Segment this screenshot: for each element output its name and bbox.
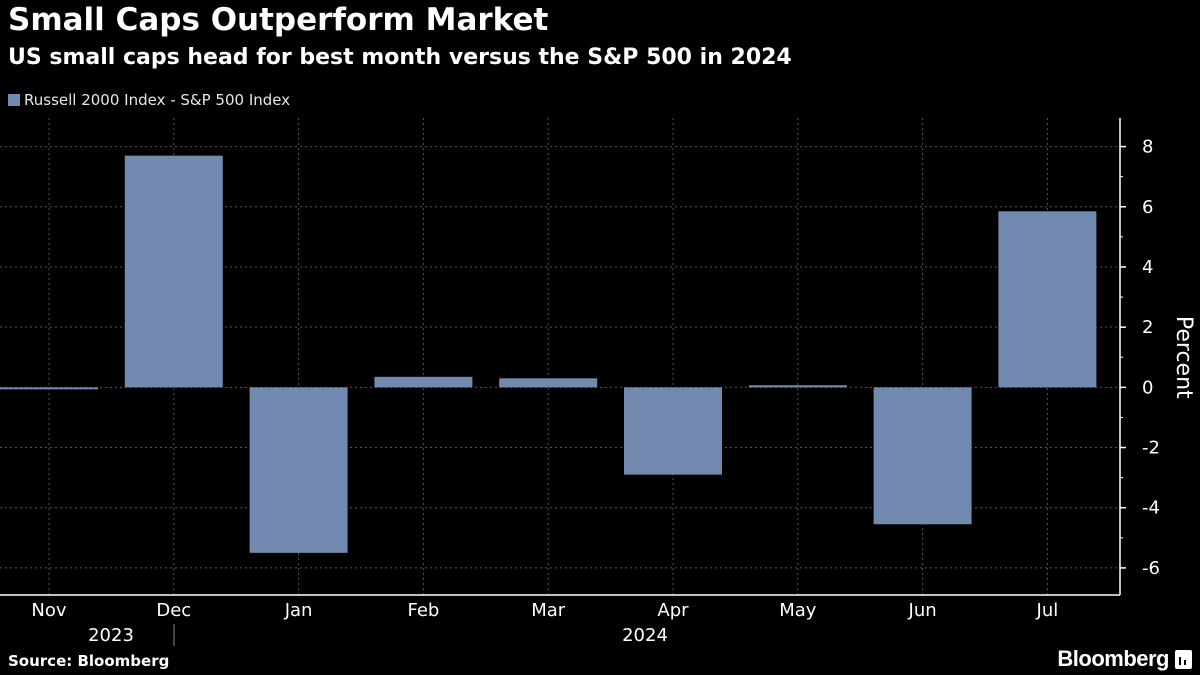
y-tick-label: -4 — [1142, 498, 1160, 519]
y-tick-label: -2 — [1142, 438, 1160, 459]
chart-title: Small Caps Outperform Market — [8, 2, 549, 38]
x-tick-label: Nov — [31, 600, 66, 621]
x-year-label: 2024 — [622, 625, 668, 646]
y-tick-label: 2 — [1142, 317, 1153, 338]
x-tick-label: Jul — [1036, 600, 1059, 621]
bar-jan — [249, 387, 348, 553]
bar-mar — [499, 378, 598, 388]
bar-feb — [374, 376, 473, 388]
bar-dec — [124, 155, 223, 388]
bar-jul — [998, 211, 1097, 388]
bar-jun — [873, 387, 972, 525]
x-tick-label: Jun — [908, 600, 937, 621]
bloomberg-logo: Bloomberg — [1057, 646, 1192, 672]
legend-label: Russell 2000 Index - S&P 500 Index — [24, 91, 291, 109]
x-year-label: 2023 — [88, 625, 134, 646]
x-tick-label: Dec — [156, 600, 191, 621]
y-axis-title: Percent — [1171, 316, 1196, 399]
x-tick-label: Mar — [531, 600, 566, 621]
x-tick-label: May — [779, 600, 817, 621]
y-tick-label: 8 — [1142, 137, 1153, 158]
bloomberg-terminal-icon — [1175, 649, 1192, 669]
chart-subtitle: US small caps head for best month versus… — [8, 45, 792, 70]
bar-nov — [0, 387, 98, 390]
y-tick-label: 6 — [1142, 197, 1153, 218]
x-tick-label: Apr — [657, 600, 689, 621]
y-tick-label: -6 — [1142, 558, 1160, 579]
y-tick-label: 0 — [1142, 377, 1153, 398]
brand-name: Bloomberg — [1057, 646, 1169, 671]
x-tick-label: Jan — [284, 600, 313, 621]
y-tick-label: 4 — [1142, 257, 1153, 278]
x-tick-label: Feb — [407, 600, 439, 621]
bar-apr — [624, 387, 722, 475]
legend-swatch — [8, 94, 20, 106]
bar-may — [748, 385, 847, 388]
legend: Russell 2000 Index - S&P 500 Index — [8, 91, 290, 109]
source-note: Source: Bloomberg — [8, 652, 170, 670]
